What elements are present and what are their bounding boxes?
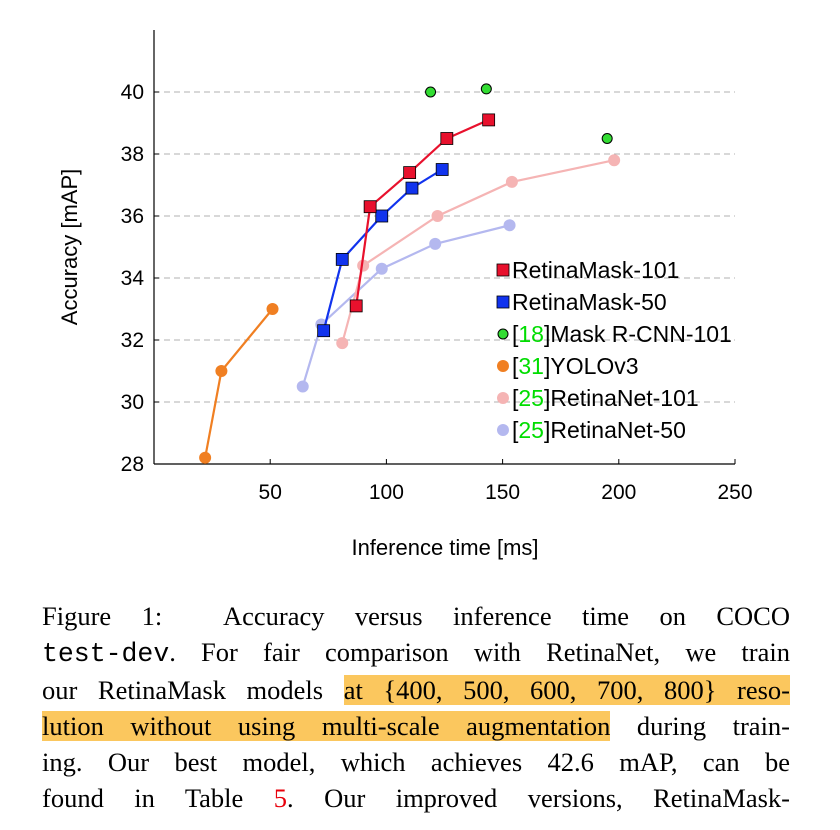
point-mask-r-cnn-101-1 <box>480 83 492 95</box>
caption-code: test-dev <box>42 639 170 669</box>
figure-caption: Figure 1: Accuracy versus inference time… <box>42 598 791 816</box>
point-retinamask-50-0 <box>317 324 331 338</box>
point-retinamask-101-4 <box>482 113 496 127</box>
grid-lines <box>154 91 735 403</box>
x-tick-label-150: 150 <box>485 481 520 504</box>
x-tick-label-100: 100 <box>369 481 404 504</box>
legend-label-mask-r-cnn-101: [18]Mask R-CNN-101 <box>512 321 732 347</box>
point-retinamask-101-2 <box>403 166 417 180</box>
y-axis-title: Accuracy [mAP] <box>57 169 82 325</box>
legend-label-retinanet-50: [25]RetinaNet-50 <box>512 417 686 443</box>
table-ref-link[interactable]: 5 <box>273 783 287 813</box>
x-tick-labels: 50 100 150 200 250 <box>259 481 753 504</box>
line-yolov3 <box>204 308 274 459</box>
y-tick-label-38: 38 <box>121 143 144 166</box>
point-retinamask-101-1 <box>363 200 377 214</box>
x-tick-label-200: 200 <box>601 481 636 504</box>
line-retinanet-50 <box>301 224 510 387</box>
point-retinamask-50-3 <box>405 181 419 195</box>
caption-line-5: ing. Our best model, which achieves 42.6… <box>42 747 790 777</box>
point-retinanet-101-0 <box>336 337 349 350</box>
series-retinanet-101 <box>336 154 621 350</box>
point-retinanet-50-3 <box>429 237 442 250</box>
legend-marker-yolov3 <box>497 360 509 372</box>
point-retinanet-101-2 <box>431 210 444 222</box>
point-yolov3-2 <box>266 303 279 315</box>
x-tick-label-250: 250 <box>717 481 752 504</box>
point-yolov3-0 <box>199 451 212 464</box>
axes <box>153 30 736 465</box>
y-tick-labels: 28 30 32 34 36 38 40 <box>121 81 145 476</box>
caption-highlight-1: at {400, 500, 600, 700, 800} reso- <box>343 675 791 705</box>
x-axis-title: Inference time [ms] <box>351 535 538 560</box>
legend-marker-retinanet-101 <box>497 392 509 404</box>
point-mask-r-cnn-101-2 <box>601 133 613 144</box>
point-retinanet-101-1 <box>357 259 370 272</box>
legend-marker-retinamask-101 <box>496 263 510 277</box>
point-retinamask-101-3 <box>440 132 454 145</box>
series-layer <box>199 83 621 464</box>
legend-label-yolov3: [31]YOLOv3 <box>512 353 639 379</box>
legend-label-retinamask-101: RetinaMask-101 <box>512 257 679 283</box>
accuracy-vs-inference-chart: 28 30 32 34 36 38 40 50 100 150 200 250 Inference … <box>57 30 753 560</box>
point-retinanet-50-2 <box>375 262 388 275</box>
caption-line-4: during train- <box>610 711 791 741</box>
point-retinanet-50-0 <box>296 380 309 393</box>
legend-label-retinamask-50: RetinaMask-50 <box>512 289 667 315</box>
legend-marker-mask-r-cnn-101 <box>497 328 509 340</box>
point-retinanet-101-3 <box>505 175 518 188</box>
series-yolov3 <box>199 303 279 464</box>
y-tick-label-28: 28 <box>121 453 144 476</box>
point-retinamask-50-4 <box>435 163 449 176</box>
series-retinamask-50 <box>317 163 449 338</box>
series-mask-r-cnn-101 <box>425 83 613 144</box>
caption-line-3: our RetinaMask models <box>42 675 344 705</box>
line-retinanet-101 <box>341 159 615 344</box>
point-mask-r-cnn-101-0 <box>425 86 437 98</box>
y-tick-label-34: 34 <box>121 267 145 290</box>
point-retinamask-50-2 <box>375 209 389 223</box>
legend-label-retinanet-101: [25]RetinaNet-101 <box>512 385 699 411</box>
caption-line-1: Accuracy versus inference time on COCO <box>223 601 790 631</box>
y-tick-label-40: 40 <box>121 81 144 104</box>
point-retinamask-101-0 <box>349 299 363 313</box>
legend: RetinaMask-101 RetinaMask-50 [18]Mask R-CN… <box>496 257 732 443</box>
point-yolov3-1 <box>215 365 228 377</box>
caption-line-2: . For fair comparison with RetinaNet, we… <box>169 637 790 667</box>
y-tick-label-36: 36 <box>121 205 144 228</box>
point-retinanet-50-4 <box>503 219 516 232</box>
caption-line-6: found in Table <box>42 783 274 813</box>
caption-line-6-end: . Our improved versions, RetinaMask- <box>287 783 790 813</box>
legend-marker-retinanet-50 <box>497 424 509 436</box>
point-retinanet-101-4 <box>608 154 621 167</box>
y-tick-label-30: 30 <box>121 391 144 414</box>
caption-label: Figure 1: <box>42 601 163 631</box>
x-tick-label-50: 50 <box>259 481 282 504</box>
point-retinamask-50-1 <box>335 252 349 266</box>
legend-marker-retinamask-50 <box>496 295 510 309</box>
caption-highlight-2: lution without using multi-scale augment… <box>42 711 611 741</box>
series-retinamask-101 <box>349 113 496 313</box>
y-tick-label-32: 32 <box>121 329 144 352</box>
